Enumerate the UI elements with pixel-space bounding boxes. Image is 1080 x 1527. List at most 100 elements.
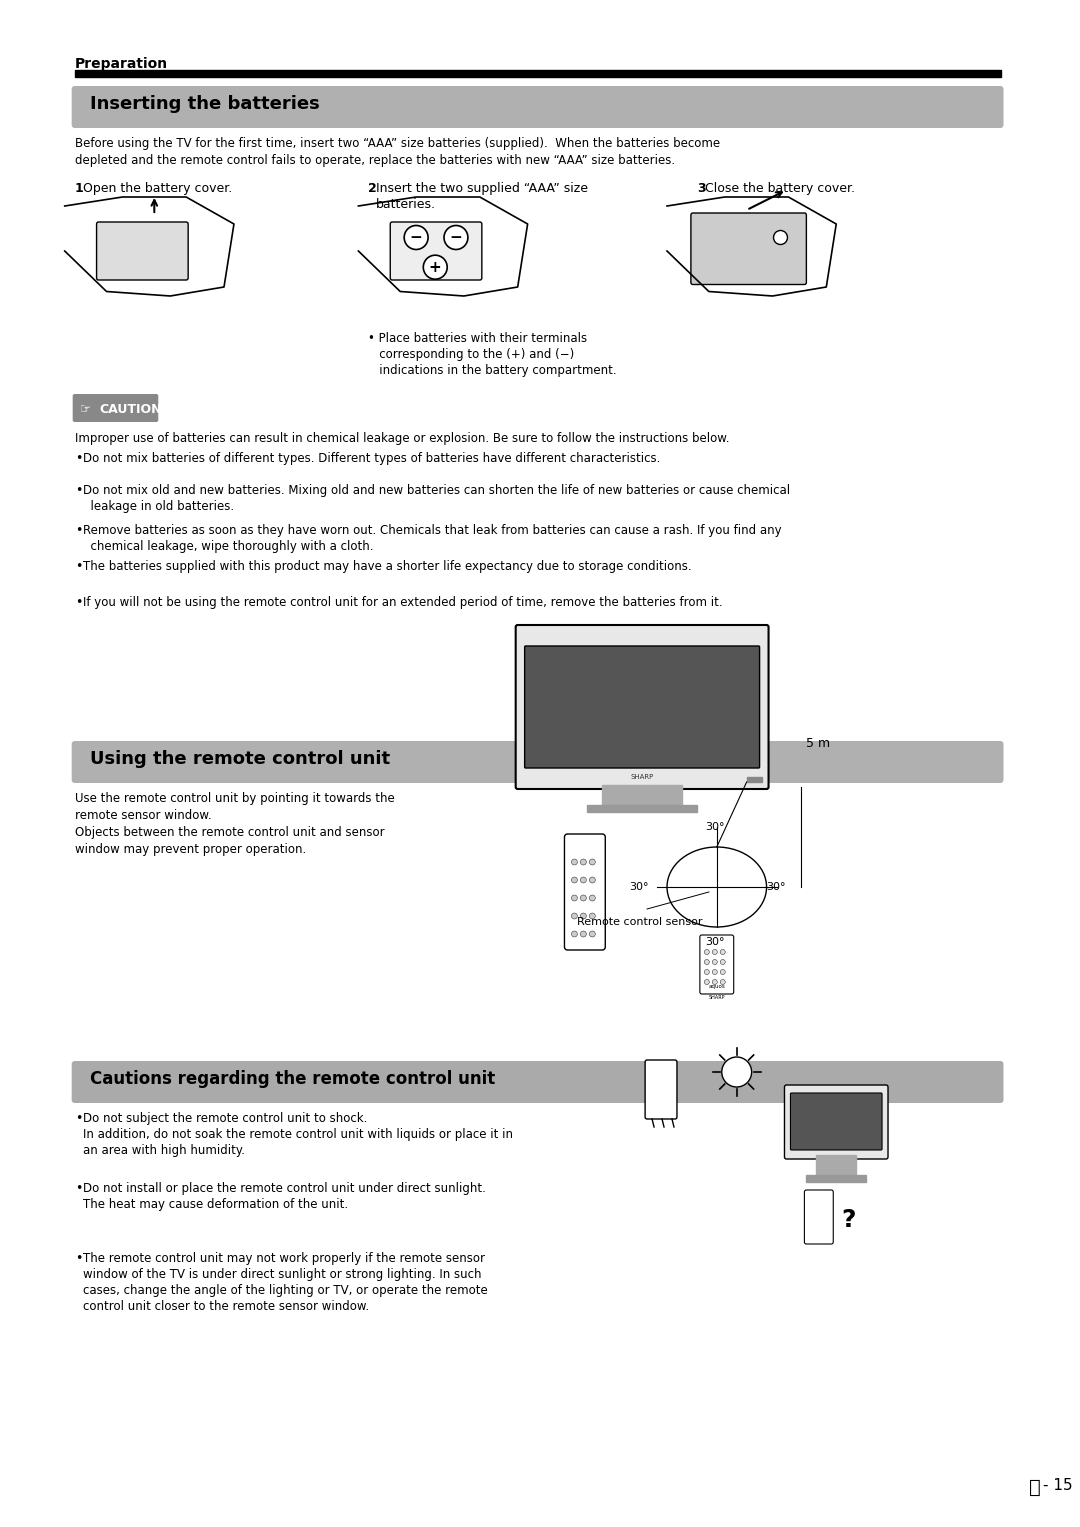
- Text: −: −: [449, 231, 462, 244]
- Circle shape: [704, 959, 710, 965]
- Text: ⓔ: ⓔ: [1029, 1478, 1041, 1496]
- Text: window of the TV is under direct sunlight or strong lighting. In such: window of the TV is under direct sunligh…: [83, 1267, 481, 1281]
- Circle shape: [580, 931, 586, 938]
- Text: Insert the two supplied “AAA” size: Insert the two supplied “AAA” size: [376, 182, 589, 195]
- Text: Preparation: Preparation: [75, 56, 167, 70]
- Text: •: •: [75, 452, 82, 466]
- FancyBboxPatch shape: [784, 1086, 888, 1159]
- Text: 30°: 30°: [705, 938, 725, 947]
- FancyBboxPatch shape: [71, 741, 1003, 783]
- Circle shape: [590, 913, 595, 919]
- Circle shape: [444, 226, 468, 249]
- Text: chemical leakage, wipe thoroughly with a cloth.: chemical leakage, wipe thoroughly with a…: [83, 541, 373, 553]
- Text: •: •: [75, 1182, 82, 1196]
- FancyBboxPatch shape: [805, 1190, 834, 1245]
- Circle shape: [704, 979, 710, 985]
- Circle shape: [720, 959, 726, 965]
- Circle shape: [590, 876, 595, 883]
- Text: Inserting the batteries: Inserting the batteries: [90, 95, 320, 113]
- FancyBboxPatch shape: [96, 221, 188, 279]
- FancyBboxPatch shape: [791, 1093, 882, 1150]
- FancyBboxPatch shape: [72, 394, 159, 421]
- Text: •: •: [75, 524, 82, 538]
- Text: Remote control sensor: Remote control sensor: [578, 918, 703, 927]
- Circle shape: [571, 895, 578, 901]
- Text: ?: ?: [841, 1208, 855, 1232]
- Text: 1: 1: [75, 182, 83, 195]
- Text: Do not install or place the remote control unit under direct sunlight.: Do not install or place the remote contr…: [83, 1182, 486, 1196]
- FancyBboxPatch shape: [71, 86, 1003, 128]
- Text: Remove batteries as soon as they have worn out. Chemicals that leak from batteri: Remove batteries as soon as they have wo…: [83, 524, 781, 538]
- Text: Do not subject the remote control unit to shock.: Do not subject the remote control unit t…: [83, 1112, 367, 1125]
- FancyBboxPatch shape: [565, 834, 605, 950]
- Text: ☞: ☞: [80, 403, 91, 415]
- Text: Objects between the remote control unit and sensor: Objects between the remote control unit …: [75, 826, 384, 838]
- Text: indications in the battery compartment.: indications in the battery compartment.: [368, 363, 617, 377]
- FancyBboxPatch shape: [645, 1060, 677, 1119]
- Circle shape: [720, 979, 726, 985]
- Text: • Place batteries with their terminals: • Place batteries with their terminals: [368, 331, 588, 345]
- Circle shape: [721, 1057, 752, 1087]
- Bar: [603, 785, 681, 806]
- Text: +: +: [429, 260, 442, 275]
- Text: •: •: [75, 1112, 82, 1125]
- Text: SHARP: SHARP: [631, 774, 653, 780]
- Circle shape: [713, 950, 717, 954]
- Circle shape: [590, 860, 595, 864]
- Text: 30°: 30°: [630, 883, 649, 892]
- Circle shape: [580, 913, 586, 919]
- Circle shape: [580, 860, 586, 864]
- Text: 5 m: 5 m: [807, 738, 831, 750]
- Bar: [746, 777, 761, 782]
- Text: •: •: [75, 484, 82, 496]
- Text: 30°: 30°: [705, 822, 725, 832]
- Circle shape: [704, 950, 710, 954]
- Circle shape: [571, 860, 578, 864]
- Text: Cautions regarding the remote control unit: Cautions regarding the remote control un…: [90, 1070, 495, 1089]
- Text: If you will not be using the remote control unit for an extended period of time,: If you will not be using the remote cont…: [83, 596, 723, 609]
- Text: 30°: 30°: [767, 883, 786, 892]
- Circle shape: [580, 895, 586, 901]
- Text: control unit closer to the remote sensor window.: control unit closer to the remote sensor…: [83, 1299, 368, 1313]
- Text: depleted and the remote control fails to operate, replace the batteries with new: depleted and the remote control fails to…: [75, 154, 675, 166]
- Text: an area with high humidity.: an area with high humidity.: [83, 1144, 245, 1157]
- Circle shape: [571, 876, 578, 883]
- FancyBboxPatch shape: [515, 625, 769, 789]
- FancyBboxPatch shape: [525, 646, 759, 768]
- Text: The heat may cause deformation of the unit.: The heat may cause deformation of the un…: [83, 1199, 348, 1211]
- Text: window may prevent proper operation.: window may prevent proper operation.: [75, 843, 306, 857]
- Text: −: −: [409, 231, 422, 244]
- Text: •: •: [75, 560, 82, 573]
- Text: cases, change the angle of the lighting or TV, or operate the remote: cases, change the angle of the lighting …: [83, 1284, 487, 1296]
- Circle shape: [720, 970, 726, 974]
- Text: Before using the TV for the first time, insert two “AAA” size batteries (supplie: Before using the TV for the first time, …: [75, 137, 719, 150]
- Text: Improper use of batteries can result in chemical leakage or explosion. Be sure t: Improper use of batteries can result in …: [75, 432, 729, 444]
- Text: batteries.: batteries.: [376, 199, 436, 211]
- Text: Close the battery cover.: Close the battery cover.: [705, 182, 855, 195]
- Circle shape: [571, 931, 578, 938]
- Text: SHARP: SHARP: [708, 996, 725, 1000]
- Text: Using the remote control unit: Using the remote control unit: [90, 750, 390, 768]
- FancyBboxPatch shape: [390, 221, 482, 279]
- Text: 3: 3: [697, 182, 705, 195]
- Text: remote sensor window.: remote sensor window.: [75, 809, 212, 822]
- Circle shape: [590, 931, 595, 938]
- Circle shape: [404, 226, 428, 249]
- Text: •: •: [75, 596, 82, 609]
- Text: Do not mix batteries of different types. Different types of batteries have diffe: Do not mix batteries of different types.…: [83, 452, 660, 466]
- FancyBboxPatch shape: [691, 212, 807, 284]
- Text: Use the remote control unit by pointing it towards the: Use the remote control unit by pointing …: [75, 793, 394, 805]
- Text: leakage in old batteries.: leakage in old batteries.: [83, 499, 233, 513]
- Text: corresponding to the (+) and (−): corresponding to the (+) and (−): [368, 348, 575, 360]
- Circle shape: [423, 255, 447, 279]
- Circle shape: [713, 979, 717, 985]
- Text: - 15: - 15: [1043, 1478, 1072, 1492]
- Bar: [816, 1154, 856, 1177]
- Circle shape: [580, 876, 586, 883]
- Bar: [807, 1174, 866, 1182]
- Text: In addition, do not soak the remote control unit with liquids or place it in: In addition, do not soak the remote cont…: [83, 1128, 513, 1141]
- Circle shape: [713, 959, 717, 965]
- Text: •: •: [75, 1252, 82, 1264]
- Circle shape: [720, 950, 726, 954]
- Text: Do not mix old and new batteries. Mixing old and new batteries can shorten the l: Do not mix old and new batteries. Mixing…: [83, 484, 789, 496]
